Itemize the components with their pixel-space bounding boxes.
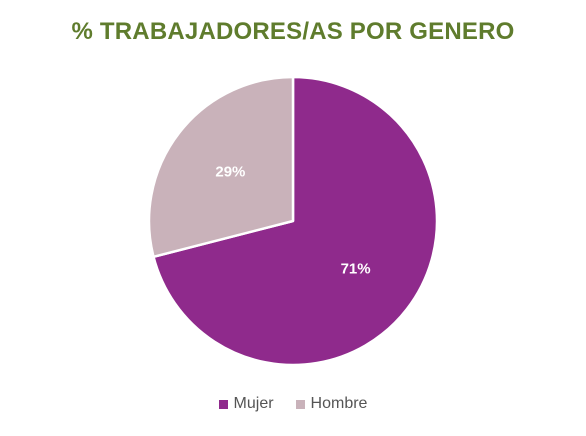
chart-legend: Mujer Hombre xyxy=(0,395,586,413)
legend-swatch-hombre xyxy=(295,399,305,409)
chart-title: % TRABAJADORES/AS POR GENERO xyxy=(71,18,515,45)
legend-item-hombre: Hombre xyxy=(295,395,368,413)
legend-item-mujer: Mujer xyxy=(218,395,274,413)
legend-swatch-mujer xyxy=(218,399,228,409)
legend-label-mujer: Mujer xyxy=(233,395,274,412)
pie-slices xyxy=(147,75,439,367)
pie-slice-hombre xyxy=(147,75,295,259)
pie-data-label-hombre: 29% xyxy=(215,163,245,180)
pie-data-labels: 71% 29% xyxy=(215,163,370,277)
pie-slice-mujer xyxy=(152,75,439,367)
pie-data-label-mujer: 71% xyxy=(341,260,371,277)
legend-label-hombre: Hombre xyxy=(310,395,368,412)
